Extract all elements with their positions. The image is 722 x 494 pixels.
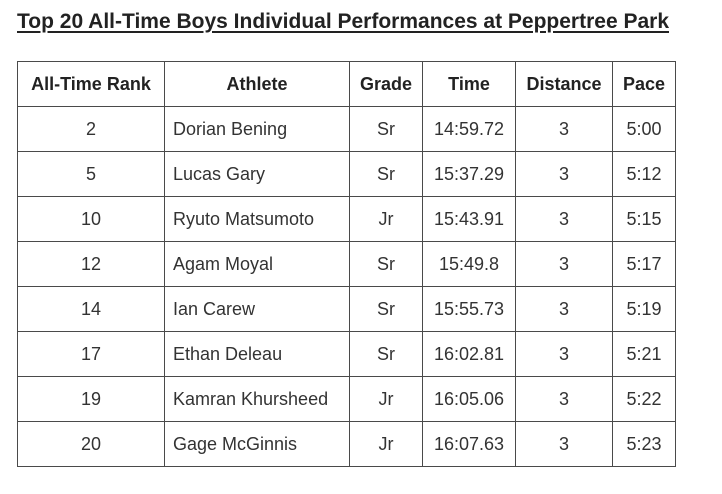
- time-cell: 15:49.8: [422, 241, 516, 287]
- table-row: 19 Kamran Khursheed Jr 16:05.06 3 5:22: [17, 376, 676, 422]
- pace-cell: 5:23: [612, 421, 676, 467]
- column-header-grade: Grade: [349, 61, 423, 107]
- athlete-cell: Lucas Gary: [164, 151, 350, 197]
- table-header: All-Time Rank Athlete Grade Time Distanc…: [17, 61, 676, 107]
- page-title: Top 20 All-Time Boys Individual Performa…: [17, 10, 669, 33]
- grade-cell: Jr: [349, 196, 423, 242]
- rank-cell: 17: [17, 331, 165, 377]
- column-header-athlete: Athlete: [164, 61, 350, 107]
- rank-cell: 2: [17, 106, 165, 152]
- pace-cell: 5:12: [612, 151, 676, 197]
- time-cell: 16:07.63: [422, 421, 516, 467]
- column-header-pace: Pace: [612, 61, 676, 107]
- distance-cell: 3: [515, 421, 613, 467]
- athlete-cell: Dorian Bening: [164, 106, 350, 152]
- table-row: 2 Dorian Bening Sr 14:59.72 3 5:00: [17, 106, 676, 152]
- time-cell: 15:43.91: [422, 196, 516, 242]
- athlete-cell: Kamran Khursheed: [164, 376, 350, 422]
- rank-cell: 20: [17, 421, 165, 467]
- grade-cell: Sr: [349, 331, 423, 377]
- distance-cell: 3: [515, 151, 613, 197]
- athlete-cell: Gage McGinnis: [164, 421, 350, 467]
- distance-cell: 3: [515, 376, 613, 422]
- grade-cell: Sr: [349, 286, 423, 332]
- distance-cell: 3: [515, 286, 613, 332]
- time-cell: 14:59.72: [422, 106, 516, 152]
- grade-cell: Sr: [349, 241, 423, 287]
- athlete-cell: Ryuto Matsumoto: [164, 196, 350, 242]
- results-table: All-Time Rank Athlete Grade Time Distanc…: [17, 61, 676, 467]
- distance-cell: 3: [515, 331, 613, 377]
- table-row: 5 Lucas Gary Sr 15:37.29 3 5:12: [17, 151, 676, 197]
- rank-cell: 5: [17, 151, 165, 197]
- pace-cell: 5:17: [612, 241, 676, 287]
- distance-cell: 3: [515, 196, 613, 242]
- pace-cell: 5:00: [612, 106, 676, 152]
- table-row: 10 Ryuto Matsumoto Jr 15:43.91 3 5:15: [17, 196, 676, 242]
- time-cell: 15:37.29: [422, 151, 516, 197]
- table-row: 20 Gage McGinnis Jr 16:07.63 3 5:23: [17, 421, 676, 467]
- distance-cell: 3: [515, 241, 613, 287]
- athlete-cell: Ian Carew: [164, 286, 350, 332]
- table-body: 2 Dorian Bening Sr 14:59.72 3 5:00 5 Luc…: [17, 106, 676, 467]
- grade-cell: Jr: [349, 421, 423, 467]
- time-cell: 16:02.81: [422, 331, 516, 377]
- pace-cell: 5:22: [612, 376, 676, 422]
- athlete-cell: Ethan Deleau: [164, 331, 350, 377]
- rank-cell: 12: [17, 241, 165, 287]
- column-header-rank: All-Time Rank: [17, 61, 165, 107]
- column-header-time: Time: [422, 61, 516, 107]
- grade-cell: Sr: [349, 106, 423, 152]
- athlete-cell: Agam Moyal: [164, 241, 350, 287]
- pace-cell: 5:21: [612, 331, 676, 377]
- time-cell: 16:05.06: [422, 376, 516, 422]
- time-cell: 15:55.73: [422, 286, 516, 332]
- pace-cell: 5:15: [612, 196, 676, 242]
- header-row: All-Time Rank Athlete Grade Time Distanc…: [17, 61, 676, 107]
- table-row: 12 Agam Moyal Sr 15:49.8 3 5:17: [17, 241, 676, 287]
- grade-cell: Jr: [349, 376, 423, 422]
- table-row: 17 Ethan Deleau Sr 16:02.81 3 5:21: [17, 331, 676, 377]
- rank-cell: 14: [17, 286, 165, 332]
- column-header-distance: Distance: [515, 61, 613, 107]
- rank-cell: 10: [17, 196, 165, 242]
- distance-cell: 3: [515, 106, 613, 152]
- pace-cell: 5:19: [612, 286, 676, 332]
- table-row: 14 Ian Carew Sr 15:55.73 3 5:19: [17, 286, 676, 332]
- grade-cell: Sr: [349, 151, 423, 197]
- rank-cell: 19: [17, 376, 165, 422]
